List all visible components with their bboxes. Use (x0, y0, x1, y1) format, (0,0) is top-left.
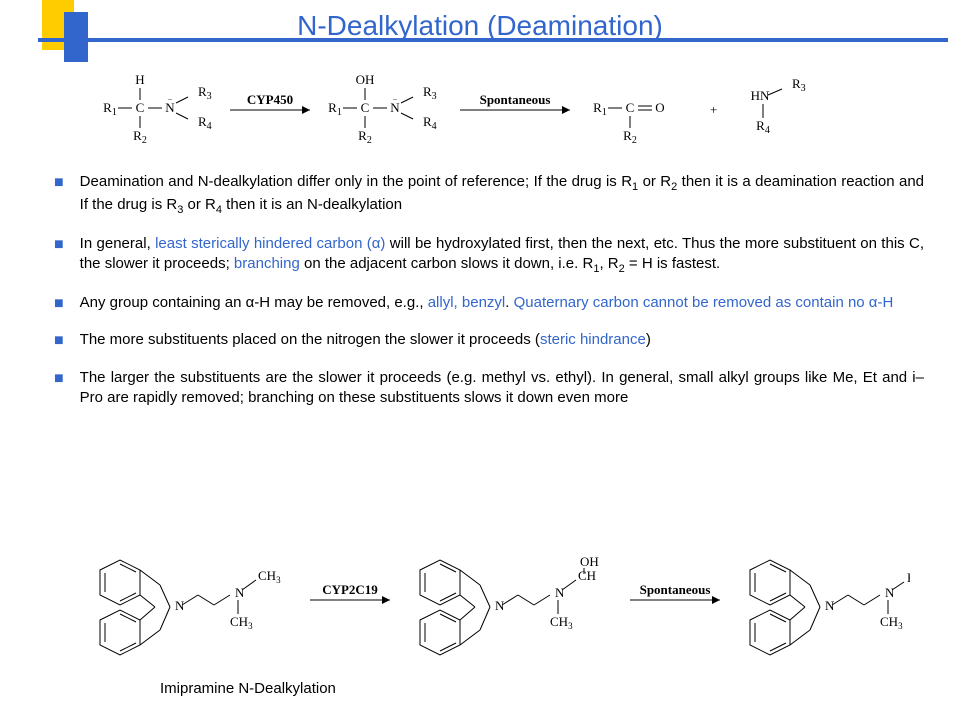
svg-text:OH: OH (356, 72, 375, 87)
svg-text:N: N (495, 598, 505, 613)
svg-text:CH3: CH3 (550, 614, 573, 631)
svg-text:N: N (165, 100, 175, 115)
svg-text:H: H (907, 570, 910, 585)
svg-text:R2: R2 (623, 128, 637, 146)
bullet-marker: ■ (54, 293, 64, 315)
svg-text:CH3: CH3 (258, 568, 281, 585)
bullet-text: The larger the substituents are the slow… (80, 368, 924, 409)
svg-text:O: O (655, 100, 664, 115)
svg-text:N: N (235, 585, 245, 600)
bullet-item: ■ Deamination and N-dealkylation differ o… (54, 172, 924, 218)
svg-text:Spontaneous: Spontaneous (640, 582, 711, 597)
svg-text:R1: R1 (103, 100, 117, 118)
svg-text:CYP450: CYP450 (247, 92, 293, 107)
svg-text:R3: R3 (792, 76, 806, 94)
svg-text:HN: HN (751, 88, 770, 103)
bullet-list: ■ Deamination and N-dealkylation differ o… (54, 172, 924, 424)
bullet-marker: ■ (54, 368, 64, 409)
bullet-marker: ■ (54, 172, 64, 218)
svg-text:CH3: CH3 (880, 614, 903, 631)
bullet-text: Any group containing an α-H may be remov… (80, 293, 924, 315)
svg-text:N: N (555, 585, 565, 600)
svg-text:N: N (390, 100, 400, 115)
page-title: N-Dealkylation (Deamination) (0, 10, 960, 42)
svg-text:N: N (175, 598, 185, 613)
bullet-marker: ■ (54, 330, 64, 352)
s1-r-top: H (135, 72, 144, 87)
bullet-text: In general, least sterically hindered ca… (80, 234, 924, 277)
svg-text:R4: R4 (198, 114, 212, 132)
svg-text:N: N (825, 598, 835, 613)
reaction-scheme-2: N N CH3 CH3 CYP2C19 N N (70, 540, 910, 680)
svg-text:CH3: CH3 (230, 614, 253, 631)
bullet-item: ■ The more substituents placed on the nit… (54, 330, 924, 352)
svg-text:R1: R1 (593, 100, 607, 118)
svg-text:C: C (136, 100, 145, 115)
svg-text:CH: CH (578, 568, 596, 583)
svg-text:..: .. (393, 93, 397, 102)
bullet-text: The more substituents placed on the nitr… (80, 330, 924, 352)
svg-text:R2: R2 (358, 128, 372, 146)
reaction-scheme-1: H R1 C N .. R3 R4 R2 CYP450 OH R1 C N ..… (100, 70, 880, 150)
svg-text:R4: R4 (756, 118, 770, 136)
scheme2-caption: Imipramine N-Dealkylation (160, 680, 336, 697)
svg-text:OH: OH (580, 554, 599, 569)
svg-text:N: N (885, 585, 895, 600)
bullet-item: ■ The larger the substituents are the slo… (54, 368, 924, 409)
bullet-item: ■ Any group containing an α-H may be remo… (54, 293, 924, 315)
svg-text:..: .. (168, 93, 172, 102)
svg-text:Spontaneous: Spontaneous (480, 92, 551, 107)
svg-text:CYP2C19: CYP2C19 (322, 582, 378, 597)
svg-text:+: + (710, 102, 717, 117)
bullet-text: Deamination and N-dealkylation differ on… (80, 172, 924, 218)
svg-text:R1: R1 (328, 100, 342, 118)
svg-text:R2: R2 (133, 128, 147, 146)
svg-text:R3: R3 (198, 84, 212, 102)
svg-text:R3: R3 (423, 84, 437, 102)
svg-text:C: C (361, 100, 370, 115)
svg-text:R4: R4 (423, 114, 437, 132)
svg-text:C: C (626, 100, 635, 115)
bullet-item: ■ In general, least sterically hindered c… (54, 234, 924, 277)
bullet-marker: ■ (54, 234, 64, 277)
